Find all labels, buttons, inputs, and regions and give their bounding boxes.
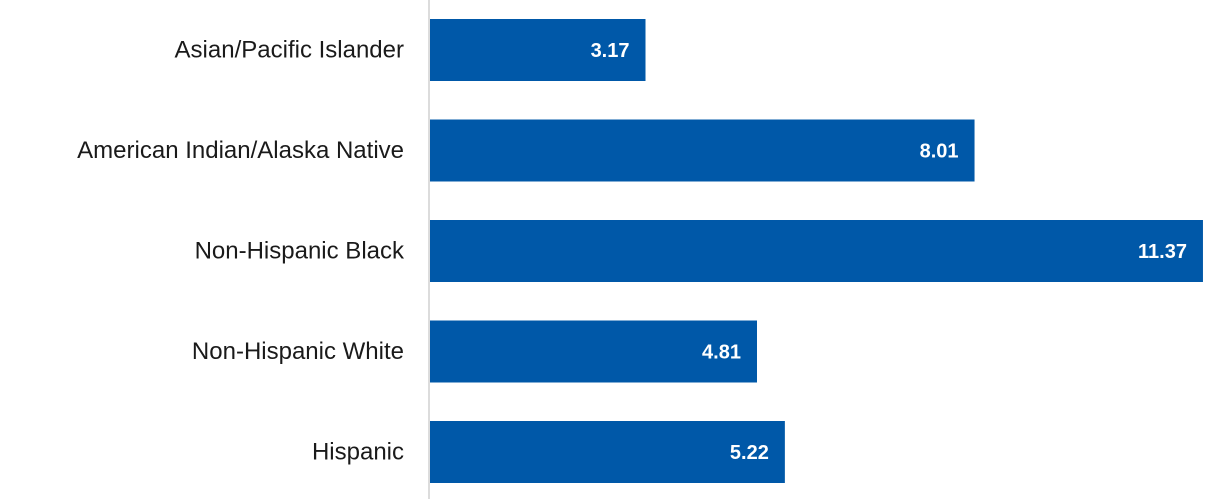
category-label-non-hispanic-white: Non-Hispanic White — [192, 338, 404, 365]
value-label-non-hispanic-white: 4.81 — [702, 342, 741, 364]
value-label-asian-pacific-islander: 3.17 — [591, 40, 630, 62]
category-label-non-hispanic-black: Non-Hispanic Black — [195, 238, 405, 265]
bar-american-indian-alaska-native — [430, 119, 975, 182]
category-label-hispanic: Hispanic — [312, 439, 404, 466]
value-label-non-hispanic-black: 11.37 — [1138, 241, 1187, 263]
category-labels: Asian/Pacific Islander American Indian/Al… — [77, 37, 405, 466]
bar-non-hispanic-white — [430, 320, 757, 383]
bar-hispanic — [430, 421, 785, 483]
bar-asian-pacific-islander — [430, 19, 646, 81]
category-label-american-indian-alaska-native: American Indian/Alaska Native — [77, 137, 404, 164]
bar-non-hispanic-black — [430, 220, 1203, 282]
value-label-hispanic: 5.22 — [730, 442, 769, 464]
value-label-american-indian-alaska-native: 8.01 — [920, 141, 959, 163]
value-labels: 3.17 8.01 11.37 4.81 5.22 — [591, 40, 1187, 464]
category-label-asian-pacific-islander: Asian/Pacific Islander — [175, 37, 404, 64]
bars-group — [430, 19, 1203, 483]
